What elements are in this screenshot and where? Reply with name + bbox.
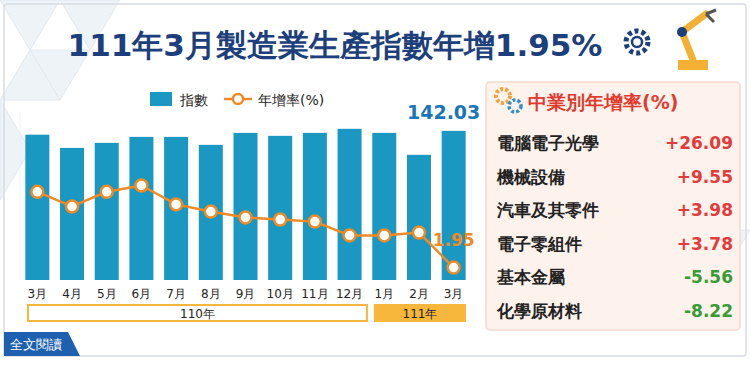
x-tick-label: 1月 — [374, 287, 394, 301]
industry-value: +3.98 — [677, 200, 733, 220]
legend-label: 年增率(%) — [258, 92, 324, 108]
pattern-triangle — [0, 50, 60, 100]
bar — [372, 133, 396, 280]
year-group-label: 111年 — [403, 307, 438, 321]
y2-axis-line — [471, 112, 472, 280]
x-tick-label: 6月 — [132, 287, 152, 301]
line-marker — [170, 198, 182, 210]
bar — [60, 148, 84, 280]
background — [0, 0, 750, 368]
line-marker — [135, 180, 147, 192]
industry-panel: 中業別年增率(%) 電腦電子光學 +26.09 機械設備 +9.55 汽車及其零件 +3.9… — [486, 82, 740, 330]
bar — [164, 137, 188, 280]
x-tick-label: 9月 — [236, 287, 256, 301]
bar — [303, 133, 327, 280]
year-group-box — [375, 305, 465, 321]
x-tick-label: 12月 — [336, 287, 363, 301]
industry-value: -8.22 — [684, 301, 733, 321]
page: 111年3月製造業生產指數年增1.95% 142.03 1.95 3月 4月 5月 6月 7月… — [0, 0, 750, 368]
line-marker — [378, 229, 390, 241]
line-marker — [240, 211, 252, 223]
year-group-box — [28, 305, 367, 321]
button-shape[interactable] — [4, 332, 80, 356]
line-marker — [205, 206, 217, 218]
line-value-label: 1.95 — [433, 230, 475, 250]
gear-icon — [626, 31, 648, 53]
line-marker — [413, 227, 425, 239]
line-marker — [274, 214, 286, 226]
legend-swatch — [150, 92, 172, 106]
chart: 111年3月製造業生產指數年增1.95% 142.03 1.95 3月 4月 5月 6月 7月… — [0, 0, 750, 368]
year-group-label: 110年 — [180, 307, 215, 321]
industry-name: 汽車及其零件 — [496, 200, 599, 220]
bar — [95, 143, 119, 280]
robot-gripper — [706, 10, 716, 22]
industry-name: 電腦電子光學 — [497, 133, 599, 153]
x-tick-label: 8月 — [201, 287, 221, 301]
industry-name: 基本金屬 — [496, 267, 565, 287]
line-marker — [448, 262, 460, 274]
bar — [338, 129, 362, 280]
industry-name: 電子零組件 — [497, 234, 582, 254]
line-marker — [66, 201, 78, 213]
line-marker — [101, 186, 113, 198]
bar — [268, 136, 292, 280]
industry-name: 化學原材料 — [496, 301, 582, 321]
bar — [407, 155, 431, 280]
background-pattern — [0, 0, 750, 330]
bar-value-label: 142.03 — [407, 101, 480, 123]
line — [37, 186, 453, 268]
x-tick-label: 7月 — [166, 287, 186, 301]
read-more-button[interactable]: 全文閱讀 — [4, 332, 80, 356]
plot-area — [25, 129, 465, 280]
line-marker — [344, 229, 356, 241]
y-axis-line — [20, 112, 21, 280]
x-tick-label: 11月 — [301, 287, 328, 301]
x-tick-label: 10月 — [267, 287, 294, 301]
robot-arm — [682, 14, 706, 60]
panel-box — [486, 82, 740, 330]
x-tick-label: 3月 — [28, 287, 48, 301]
industry-value: +9.55 — [677, 167, 733, 187]
frame — [4, 4, 746, 356]
robot-joint — [677, 27, 687, 37]
legend-marker — [233, 94, 243, 104]
gear-icon — [632, 37, 642, 47]
pattern-triangle — [0, 0, 60, 50]
bar — [234, 133, 258, 280]
line-marker — [31, 186, 43, 198]
x-tick-label: 5月 — [97, 287, 117, 301]
industry-value: -5.56 — [684, 267, 733, 287]
x-tick-label: 3月 — [444, 287, 464, 301]
legend-label: 指數 — [179, 92, 208, 108]
gear-icon — [509, 100, 521, 112]
x-tick-label: 4月 — [62, 287, 82, 301]
bar — [25, 135, 49, 280]
industry-name: 機械設備 — [496, 167, 565, 187]
bar — [129, 137, 153, 280]
gear-icon — [496, 89, 510, 103]
title: 111年3月製造業生產指數年增1.95% — [68, 27, 603, 63]
industry-value: +26.09 — [665, 133, 733, 153]
button-label[interactable]: 全文閱讀 — [10, 337, 62, 352]
panel-title: 中業別年增率(%) — [528, 91, 678, 113]
legend: 指數 年增率(%) — [150, 92, 324, 108]
title-icons — [626, 10, 716, 70]
x-tick-label: 2月 — [409, 287, 429, 301]
line-marker — [309, 216, 321, 228]
industry-value: +3.78 — [677, 234, 733, 254]
